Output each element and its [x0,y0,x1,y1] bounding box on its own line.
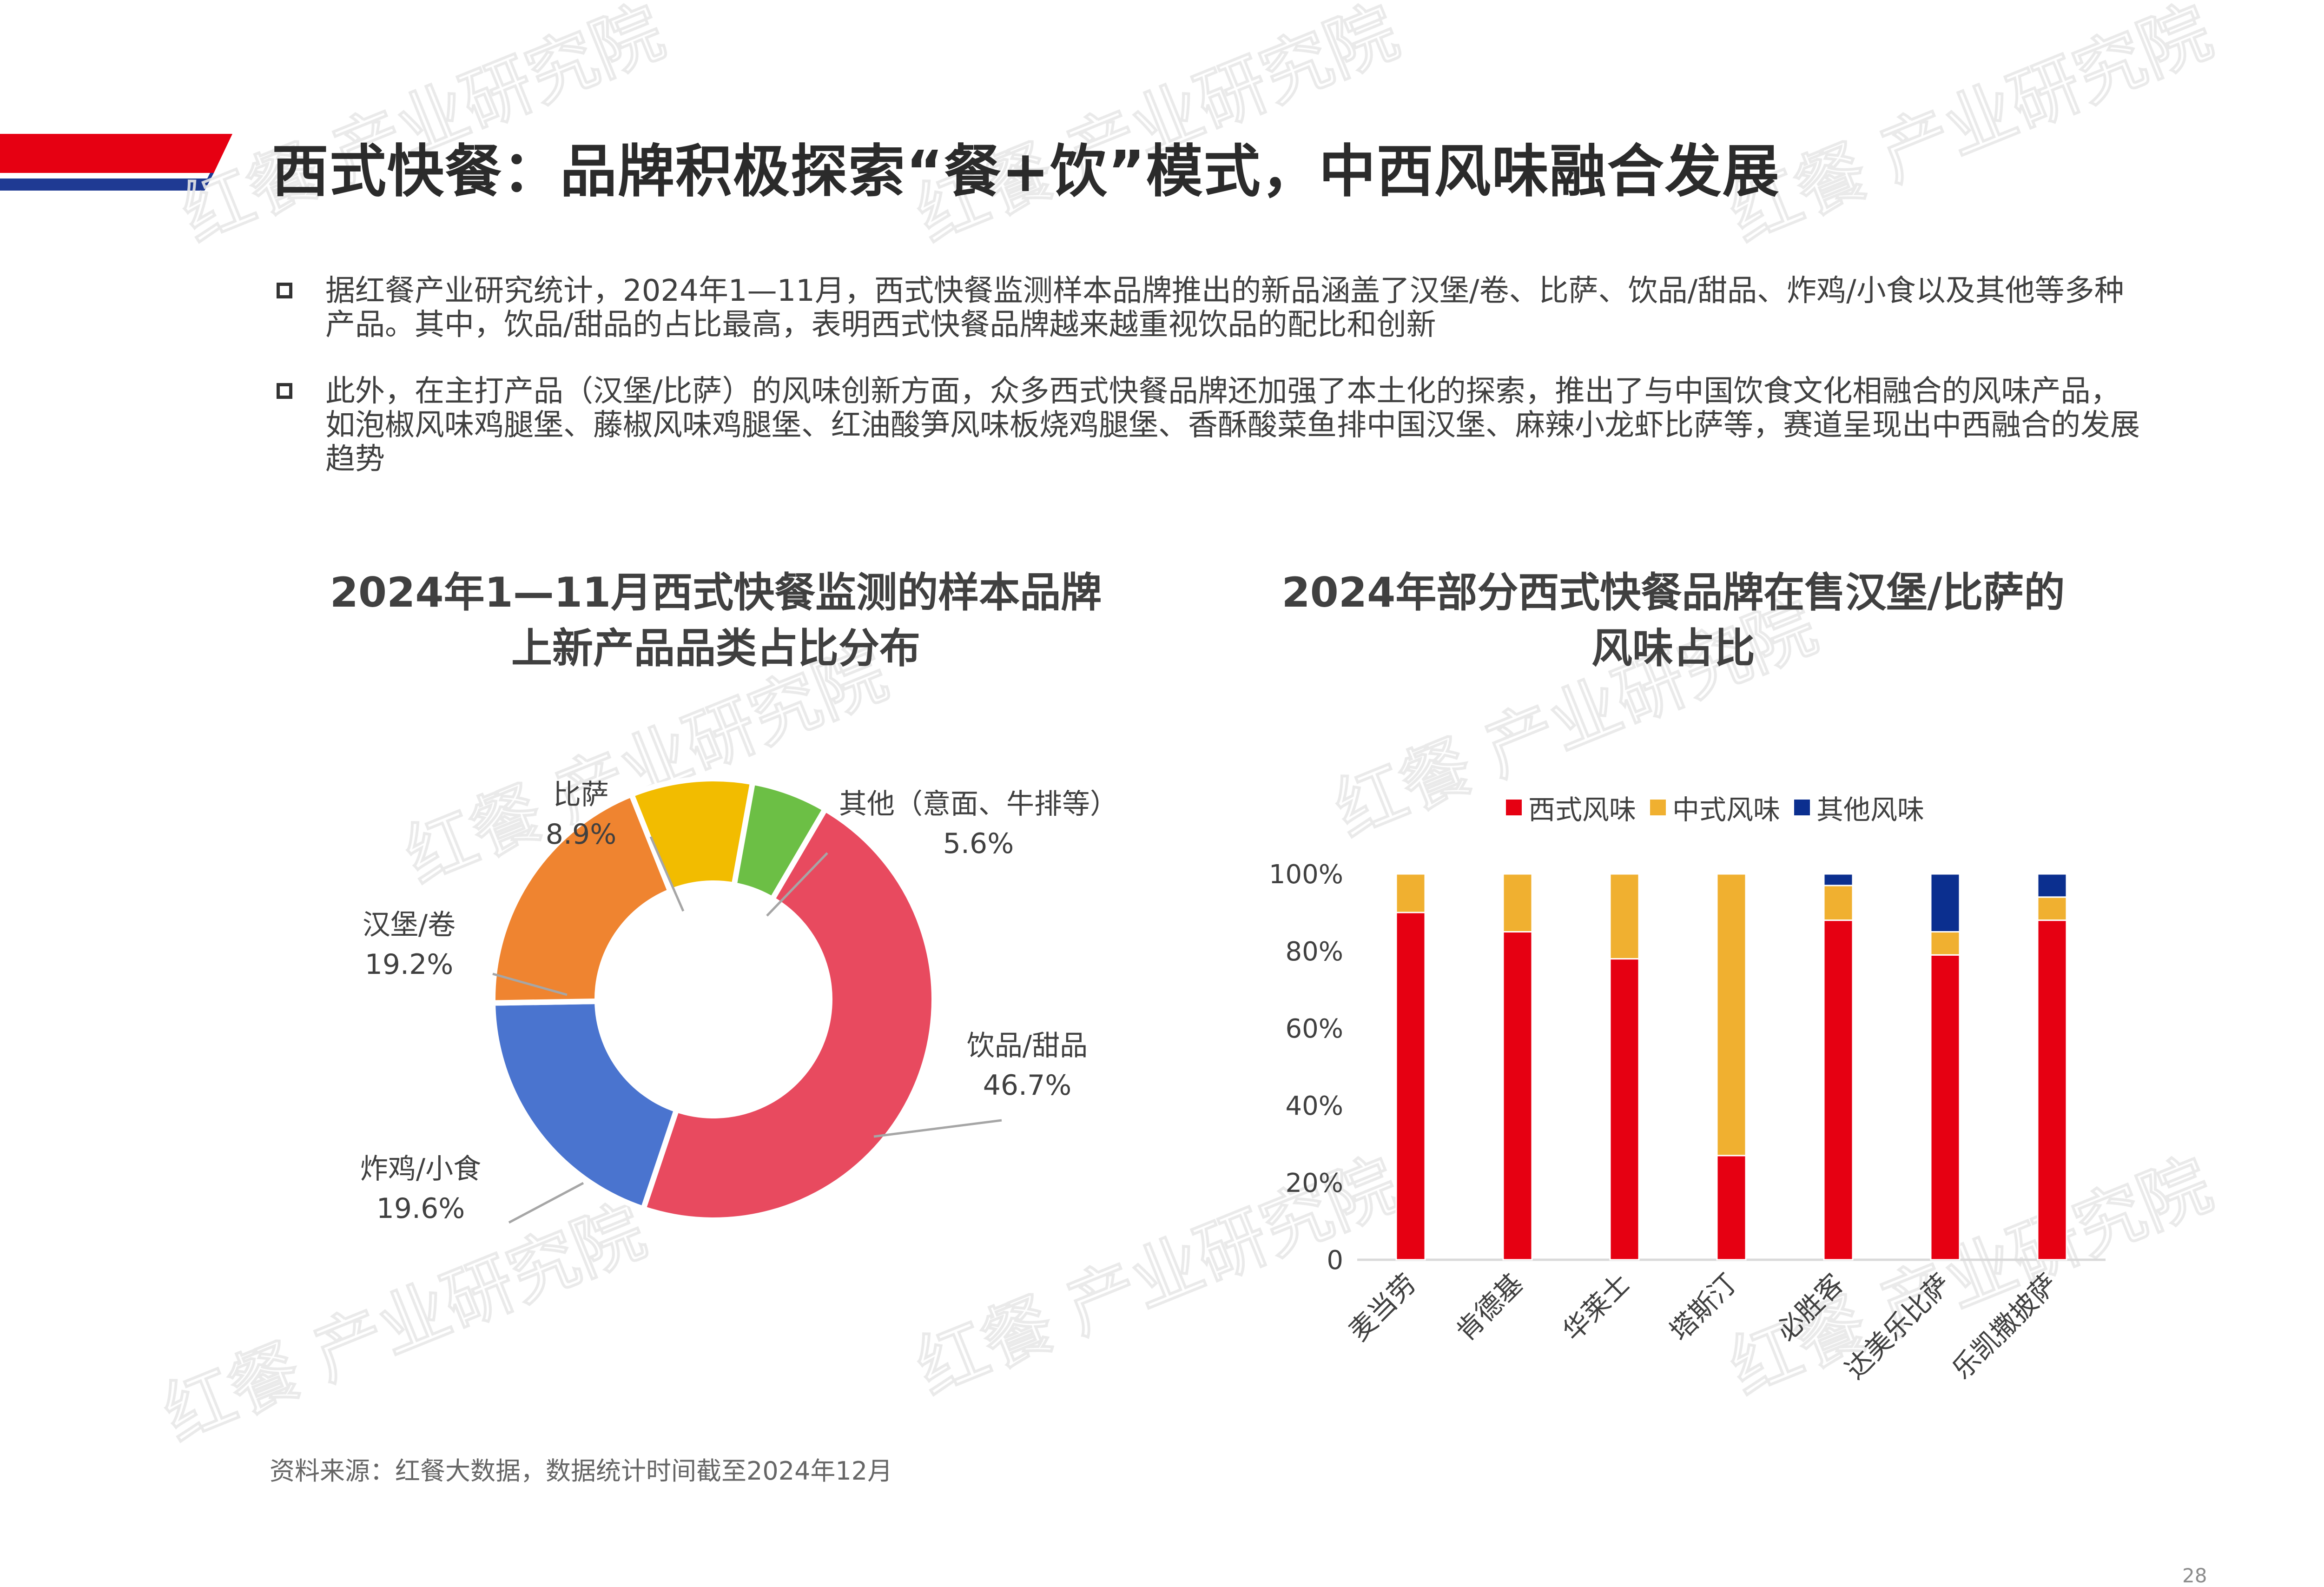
source-note: 资料来源：红餐大数据，数据统计时间截至2024年12月 [270,1456,893,1486]
legend-item-chinese: 中式风味 [1650,788,1780,827]
bar-title-line1: 2024年部分西式快餐品牌在售汉堡/比萨的 [1281,569,2065,616]
slice-value-label: 46.7% [983,1069,1072,1102]
bar-segment [1930,931,1961,956]
x-tick-label: 达美乐比萨 [1839,1268,1957,1385]
bar-segment [1930,873,1961,932]
x-tick-label: 肯德基 [1450,1268,1529,1347]
bullet-item: 此外，在主打产品（汉堡/比萨）的风味创新方面，众多西式快餐品牌还加强了本土化的探… [272,375,2145,476]
bullet-item: 据红餐产业研究统计，2024年1—11月，西式快餐监测样本品牌推出的新品涵盖了汉… [272,274,2145,342]
leader-line [873,1119,1002,1138]
bar-segment [1502,931,1533,1261]
slice-value-label: 19.2% [365,948,454,981]
y-tick-label: 80% [1286,937,1343,967]
x-tick-label: 必胜客 [1770,1268,1850,1347]
bar-segment [1609,958,1640,1261]
bar-segment [1823,873,1854,886]
page-number: 28 [2182,1564,2207,1587]
leader-line [649,836,685,912]
bar-segment [1930,954,1961,1261]
bar-title-line2: 风味占比 [1591,624,1755,672]
bar-segment [2037,873,2067,898]
bullet-list: 据红餐产业研究统计，2024年1—11月，西式快餐监测样本品牌推出的新品涵盖了汉… [272,274,2145,509]
y-tick-label: 20% [1286,1168,1343,1198]
legend-swatch [1650,800,1666,815]
donut-chart: 饮品/甜品 46.7% 炸鸡/小食 19.6% 汉堡/卷 19.2% 比萨 8.9% 其他（意面… [360,776,1118,1225]
y-tick-label: 0 [1327,1245,1343,1276]
leader-line [492,972,568,996]
slice-value-label: 8.9% [546,818,616,851]
bar-segment [1823,885,1854,921]
donut-title-line2: 上新产品品类占比分布 [511,624,920,672]
y-tick-label: 60% [1286,1014,1343,1044]
slice-value-label: 19.6% [376,1192,465,1225]
legend-swatch [1794,800,1810,815]
bullet-text: 据红餐产业研究统计，2024年1—11月，西式快餐监测样本品牌推出的新品涵盖了汉… [325,274,2124,342]
donut-slice [490,791,674,1006]
y-tick-label: 100% [1269,860,1343,890]
bar-segment [1395,873,1426,913]
legend-item-other: 其他风味 [1794,788,1924,827]
legend-item-western: 西式风味 [1506,788,1636,827]
bullet-square-icon [277,383,292,399]
legend-label: 中式风味 [1672,794,1781,826]
header-ribbon [0,134,232,191]
leader-line [766,852,828,917]
legend-swatch [1506,800,1522,815]
x-tick-label: 华莱士 [1557,1268,1636,1347]
bullet-text: 此外，在主打产品（汉堡/比萨）的风味创新方面，众多西式快餐品牌还加强了本土化的探… [325,374,2140,476]
bar-segment [1395,912,1426,1261]
page-title: 西式快餐：品牌积极探索“餐+饮”模式，中西风味融合发展 [272,139,1780,205]
donut-slice [489,998,680,1212]
slice-label: 其他（意面、牛排等） [839,788,1118,820]
slice-label: 炸鸡/小食 [360,1153,481,1185]
legend-label: 西式风味 [1528,794,1637,826]
x-tick-label: 乐凯撒披萨 [1946,1268,2064,1385]
bar-chart-title: 2024年部分西式快餐品牌在售汉堡/比萨的 风味占比 [1232,565,2115,676]
donut-chart-title: 2024年1—11月西式快餐监测的样本品牌 上新产品品类占比分布 [297,565,1134,676]
bullet-square-icon [277,283,292,298]
y-tick-label: 40% [1286,1091,1343,1121]
bar-segment [1716,1155,1747,1261]
bar-segment [2037,919,2067,1261]
donut-title-line1: 2024年1—11月西式快餐监测的样本品牌 [330,569,1102,616]
bar-chart-legend: 西式风味 中式风味 其他风味 [1506,788,1938,827]
watermark-text: 红餐 产业研究院 [1719,0,2222,257]
bar-segment [1716,873,1747,1157]
leader-line [508,1182,584,1224]
donut-slice [731,779,829,903]
slice-label: 比萨 [553,779,609,811]
slice-label: 汉堡/卷 [363,909,456,941]
stacked-bar-chart: 0 20% 40% 60% 80% 100% 麦当劳 肯德基 华莱士 塔斯汀 必胜客达美乐比萨乐凯撒… [1269,860,2106,1385]
x-tick-label: 塔斯汀 [1664,1268,1743,1347]
bar-segment [1823,919,1854,1261]
donut-slice [640,805,937,1223]
bar-segment [1502,873,1533,932]
bar-segment [2037,896,2067,921]
bar-segment [1609,873,1640,960]
slice-value-label: 5.6% [943,827,1014,860]
slice-label: 饮品/甜品 [967,1030,1088,1062]
legend-label: 其他风味 [1816,794,1925,826]
x-tick-label: 麦当劳 [1343,1268,1422,1347]
